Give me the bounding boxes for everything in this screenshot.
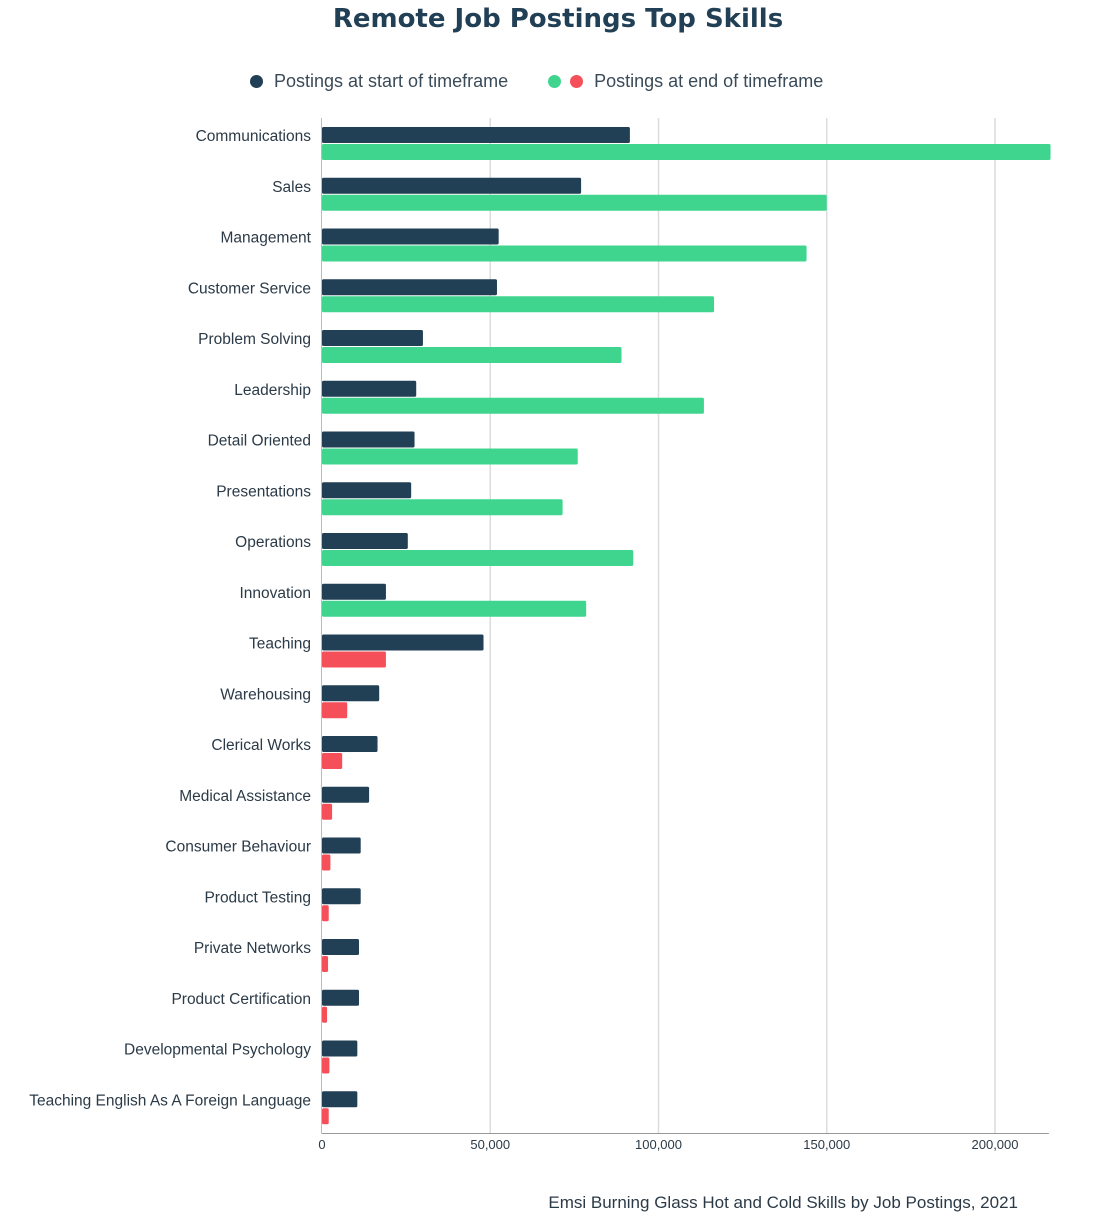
x-tick-label-3: 150,000 xyxy=(803,1137,850,1152)
bar-start-19 xyxy=(322,1091,358,1108)
bar-end-17 xyxy=(322,1006,328,1023)
bar-end-7 xyxy=(322,499,563,516)
category-label-19: Teaching English As A Foreign Language xyxy=(29,1092,311,1109)
category-label-18: Developmental Psychology xyxy=(124,1042,311,1059)
bar-start-5 xyxy=(322,380,417,397)
category-label-10: Teaching xyxy=(249,636,311,653)
bar-end-18 xyxy=(322,1057,330,1074)
category-label-3: Customer Service xyxy=(188,280,311,297)
legend-swatch-start xyxy=(250,74,263,88)
bar-start-0 xyxy=(322,127,630,143)
category-label-16: Private Networks xyxy=(194,940,311,957)
legend: Postings at start of timeframe Postings … xyxy=(250,68,823,94)
bar-end-9 xyxy=(322,600,587,617)
bar-end-2 xyxy=(322,245,807,262)
bar-start-10 xyxy=(322,634,484,651)
bar-end-10 xyxy=(322,651,386,668)
category-label-13: Medical Assistance xyxy=(179,788,311,805)
bar-start-13 xyxy=(322,786,370,803)
bar-end-0 xyxy=(322,144,1051,160)
category-label-2: Management xyxy=(221,230,312,247)
bar-start-14 xyxy=(322,837,361,854)
bar-start-6 xyxy=(322,431,415,448)
source-note: Emsi Burning Glass Hot and Cold Skills b… xyxy=(548,1193,1018,1212)
category-label-1: Sales xyxy=(272,179,311,196)
bar-start-8 xyxy=(322,533,408,549)
bar-end-16 xyxy=(322,956,329,972)
bar-end-1 xyxy=(322,194,827,211)
category-label-17: Product Certification xyxy=(171,991,311,1008)
bar-end-6 xyxy=(322,448,578,465)
category-label-11: Warehousing xyxy=(220,686,311,703)
bar-start-3 xyxy=(322,279,497,296)
bar-chart: Communications Sales Management Customer Se… xyxy=(29,118,1051,1152)
x-tick-label-1: 50,000 xyxy=(470,1137,510,1152)
legend-swatch-end-growth xyxy=(548,74,562,88)
bar-end-15 xyxy=(322,905,329,922)
bar-start-7 xyxy=(322,482,412,499)
category-label-5: Leadership xyxy=(234,382,311,399)
category-label-9: Innovation xyxy=(239,585,311,602)
bar-end-5 xyxy=(322,397,704,414)
bar-end-19 xyxy=(322,1108,329,1125)
legend-item-end: Postings at end of timeframe xyxy=(548,71,823,92)
bar-start-4 xyxy=(322,330,423,346)
bar-start-15 xyxy=(322,888,361,905)
bar-end-12 xyxy=(322,753,343,769)
x-tick-label-4: 200,000 xyxy=(972,1137,1019,1152)
bar-end-4 xyxy=(322,347,622,363)
bar-end-8 xyxy=(322,550,634,566)
legend-swatch-end-decline xyxy=(570,74,584,88)
category-label-4: Problem Solving xyxy=(198,331,311,348)
bar-end-3 xyxy=(322,296,715,313)
bar-start-12 xyxy=(322,736,378,752)
category-label-6: Detail Oriented xyxy=(208,433,311,450)
bar-start-2 xyxy=(322,228,499,245)
x-tick-label-2: 100,000 xyxy=(635,1137,682,1152)
bar-start-11 xyxy=(322,685,380,702)
bar-start-17 xyxy=(322,989,360,1006)
bar-start-18 xyxy=(322,1040,358,1057)
category-label-8: Operations xyxy=(235,534,311,551)
category-label-12: Clerical Works xyxy=(211,737,311,754)
x-tick-label-0: 0 xyxy=(318,1137,325,1152)
legend-label-end: Postings at end of timeframe xyxy=(594,70,824,91)
chart-title: Remote Job Postings Top Skills xyxy=(332,4,784,34)
bar-start-9 xyxy=(322,583,386,600)
category-label-14: Consumer Behaviour xyxy=(165,839,311,856)
bar-end-11 xyxy=(322,702,348,719)
legend-label-start: Postings at start of timeframe xyxy=(274,70,509,91)
bar-end-14 xyxy=(322,854,331,871)
category-label-0: Communications xyxy=(196,128,312,145)
bar-start-16 xyxy=(322,939,360,955)
category-label-7: Presentations xyxy=(216,483,311,500)
bar-end-13 xyxy=(322,803,333,820)
bar-start-1 xyxy=(322,177,582,194)
category-label-15: Product Testing xyxy=(204,889,311,906)
legend-item-start: Postings at start of timeframe xyxy=(250,71,508,92)
